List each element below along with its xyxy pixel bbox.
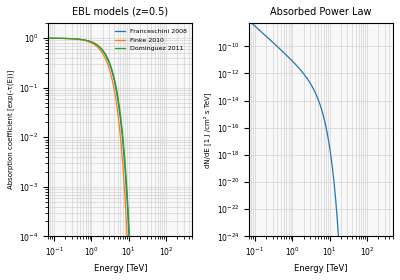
Dominguez 2011: [46, 37, 51, 40]
Franceschini 2008: [46, 37, 51, 40]
Line: Franceschini 2008: Franceschini 2008: [48, 38, 192, 280]
Y-axis label: Absorption coefficient [exp(-τ(E))]: Absorption coefficient [exp(-τ(E))]: [7, 70, 14, 190]
X-axis label: Energy [TeV]: Energy [TeV]: [94, 264, 147, 273]
Y-axis label: dN/dE [1 J /cm² s TeV]: dN/dE [1 J /cm² s TeV]: [203, 92, 211, 167]
Title: EBL models (z=0.5): EBL models (z=0.5): [72, 7, 168, 17]
Franceschini 2008: [55, 37, 60, 40]
Title: Absorbed Power Law: Absorbed Power Law: [270, 7, 372, 17]
X-axis label: Energy [TeV]: Energy [TeV]: [294, 264, 348, 273]
Finke 2010: [46, 37, 51, 40]
Line: Dominguez 2011: Dominguez 2011: [48, 38, 192, 280]
Finke 2010: [55, 37, 60, 40]
Line: Finke 2010: Finke 2010: [48, 38, 192, 280]
Legend: Franceschini 2008, Finke 2010, Dominguez 2011: Franceschini 2008, Finke 2010, Dominguez…: [113, 26, 189, 54]
Dominguez 2011: [55, 37, 60, 40]
